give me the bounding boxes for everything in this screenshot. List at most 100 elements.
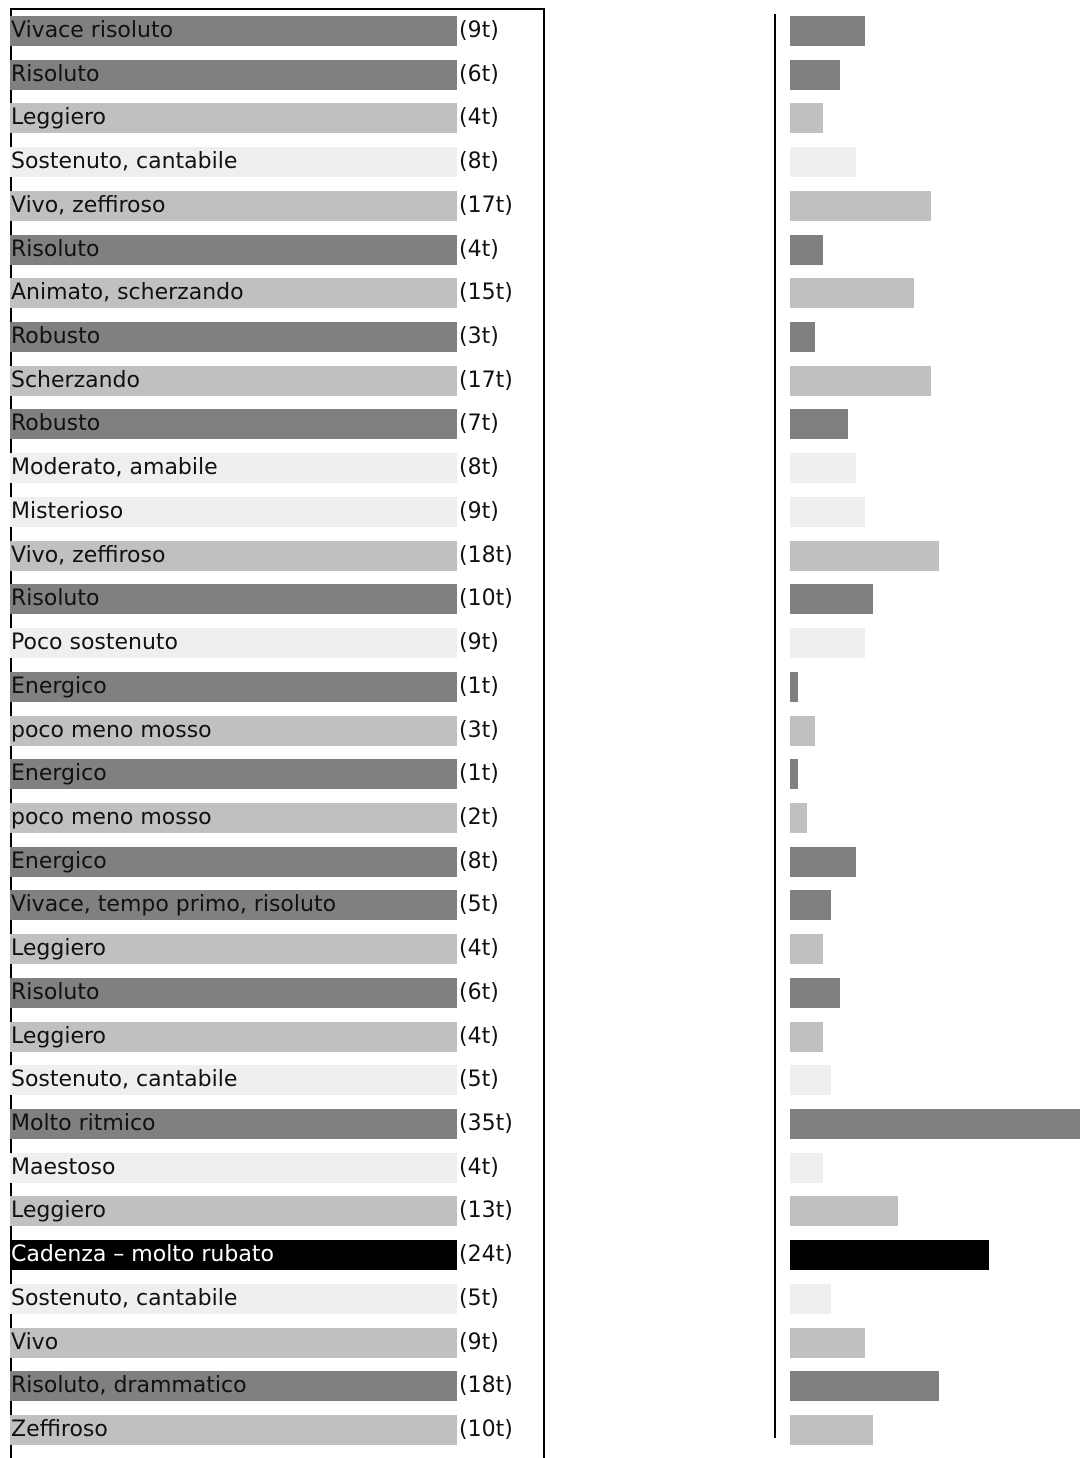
section-count: (4t) bbox=[459, 105, 499, 130]
section-label: Sostenuto, cantabile bbox=[10, 1065, 457, 1095]
section-row: Risoluto (4t) bbox=[10, 235, 530, 265]
section-count: (6t) bbox=[459, 980, 499, 1005]
section-bar bbox=[790, 541, 939, 571]
section-row: Maestoso (4t) bbox=[10, 1153, 530, 1183]
section-bar bbox=[790, 803, 807, 833]
section-count: (17t) bbox=[459, 368, 513, 393]
section-count: (9t) bbox=[459, 630, 499, 655]
section-bar bbox=[790, 1371, 939, 1401]
section-bar bbox=[790, 1065, 831, 1095]
section-row: Leggiero (13t) bbox=[10, 1196, 530, 1226]
section-bar bbox=[790, 1109, 1080, 1139]
section-count: (18t) bbox=[459, 543, 513, 568]
section-count: (9t) bbox=[459, 499, 499, 524]
section-bar bbox=[790, 847, 856, 877]
section-row: Energico (8t) bbox=[10, 847, 530, 877]
section-count: (4t) bbox=[459, 1024, 499, 1049]
section-label: Risoluto, drammatico bbox=[10, 1371, 457, 1401]
section-bar bbox=[790, 453, 856, 483]
section-count: (9t) bbox=[459, 18, 499, 43]
section-bar bbox=[790, 1415, 873, 1445]
section-label: Leggiero bbox=[10, 934, 457, 964]
section-row: Risoluto (6t) bbox=[10, 60, 530, 90]
section-bar bbox=[790, 497, 865, 527]
section-label: poco meno mosso bbox=[10, 716, 457, 746]
section-label: Molto ritmico bbox=[10, 1109, 457, 1139]
section-bar bbox=[790, 278, 914, 308]
section-count: (17t) bbox=[459, 193, 513, 218]
section-label: Energico bbox=[10, 672, 457, 702]
section-count: (3t) bbox=[459, 718, 499, 743]
section-row: poco meno mosso (3t) bbox=[10, 716, 530, 746]
section-label: Robusto bbox=[10, 409, 457, 439]
section-label: Robusto bbox=[10, 322, 457, 352]
chart-divider-line bbox=[774, 14, 776, 1438]
section-count: (13t) bbox=[459, 1198, 513, 1223]
section-row: Risoluto (6t) bbox=[10, 978, 530, 1008]
section-count: (5t) bbox=[459, 1067, 499, 1092]
section-row: Vivace risoluto (9t) bbox=[10, 16, 530, 46]
section-bar bbox=[790, 628, 865, 658]
section-bar bbox=[790, 1196, 898, 1226]
section-label: Vivo, zeffiroso bbox=[10, 541, 457, 571]
section-bar bbox=[790, 978, 840, 1008]
section-label: Vivo bbox=[10, 1328, 457, 1358]
section-label: Poco sostenuto bbox=[10, 628, 457, 658]
section-row: Risoluto (10t) bbox=[10, 584, 530, 614]
section-bar bbox=[790, 103, 823, 133]
section-row: Risoluto, drammatico (18t) bbox=[10, 1371, 530, 1401]
section-count: (15t) bbox=[459, 280, 513, 305]
section-label: Risoluto bbox=[10, 235, 457, 265]
section-count: (9t) bbox=[459, 1330, 499, 1355]
section-row: Robusto (3t) bbox=[10, 322, 530, 352]
section-row: Energico (1t) bbox=[10, 672, 530, 702]
section-bar bbox=[790, 147, 856, 177]
section-bar bbox=[790, 409, 848, 439]
section-bar bbox=[790, 716, 815, 746]
section-bar bbox=[790, 759, 798, 789]
section-row: Sostenuto, cantabile (8t) bbox=[10, 147, 530, 177]
section-bar bbox=[790, 366, 931, 396]
section-count: (7t) bbox=[459, 411, 499, 436]
section-bar bbox=[790, 1284, 831, 1314]
section-row: Sostenuto, cantabile (5t) bbox=[10, 1284, 530, 1314]
section-count: (24t) bbox=[459, 1242, 513, 1267]
section-label: Leggiero bbox=[10, 1196, 457, 1226]
section-label: Vivo, zeffiroso bbox=[10, 191, 457, 221]
section-count: (4t) bbox=[459, 1155, 499, 1180]
section-count: (1t) bbox=[459, 674, 499, 699]
section-row: Poco sostenuto (9t) bbox=[10, 628, 530, 658]
section-label: Misterioso bbox=[10, 497, 457, 527]
section-label: Sostenuto, cantabile bbox=[10, 147, 457, 177]
section-row: Cadenza – molto rubato (24t) bbox=[10, 1240, 530, 1270]
section-label: Sostenuto, cantabile bbox=[10, 1284, 457, 1314]
section-bar bbox=[790, 1328, 865, 1358]
section-bar bbox=[790, 672, 798, 702]
section-label: Moderato, amabile bbox=[10, 453, 457, 483]
section-bar bbox=[790, 322, 815, 352]
section-label: Animato, scherzando bbox=[10, 278, 457, 308]
section-count: (18t) bbox=[459, 1373, 513, 1398]
section-label: Energico bbox=[10, 759, 457, 789]
section-bar bbox=[790, 1022, 823, 1052]
section-count: (8t) bbox=[459, 849, 499, 874]
section-row: Zeffiroso (10t) bbox=[10, 1415, 530, 1445]
section-row: Robusto (7t) bbox=[10, 409, 530, 439]
section-bar bbox=[790, 235, 823, 265]
section-label: Leggiero bbox=[10, 103, 457, 133]
section-row: Sostenuto, cantabile (5t) bbox=[10, 1065, 530, 1095]
section-label: poco meno mosso bbox=[10, 803, 457, 833]
section-row: poco meno mosso (2t) bbox=[10, 803, 530, 833]
section-label: Risoluto bbox=[10, 584, 457, 614]
section-count: (4t) bbox=[459, 936, 499, 961]
section-row: Misterioso (9t) bbox=[10, 497, 530, 527]
section-row: Leggiero (4t) bbox=[10, 103, 530, 133]
section-row: Leggiero (4t) bbox=[10, 934, 530, 964]
section-count: (8t) bbox=[459, 455, 499, 480]
section-row: Scherzando (17t) bbox=[10, 366, 530, 396]
section-bar bbox=[790, 890, 831, 920]
section-label: Maestoso bbox=[10, 1153, 457, 1183]
section-row: Energico (1t) bbox=[10, 759, 530, 789]
section-row: Leggiero (4t) bbox=[10, 1022, 530, 1052]
section-count: (3t) bbox=[459, 324, 499, 349]
